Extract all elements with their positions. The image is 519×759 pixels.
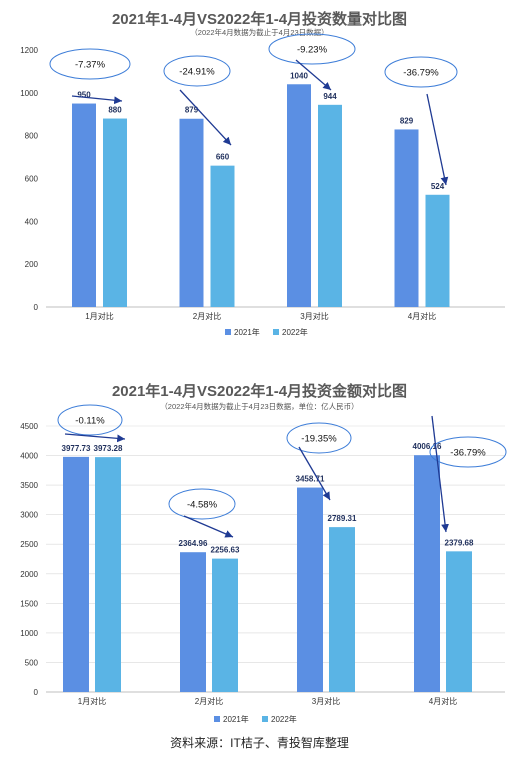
x-category-label: 1月对比 <box>85 311 113 321</box>
legend-label: 2021年 <box>223 714 249 724</box>
change-ellipse <box>429 436 507 468</box>
change-ellipse <box>268 33 356 65</box>
change-percent-label: -19.35% <box>301 434 337 445</box>
bar-2022年 <box>95 457 121 692</box>
data-label: 660 <box>216 153 230 162</box>
change-percent-label: -9.23% <box>297 45 328 56</box>
bar-2021年 <box>72 103 96 308</box>
data-label: 2256.63 <box>211 546 240 555</box>
trend-arrow <box>295 59 332 91</box>
legend-label: 2022年 <box>282 327 308 337</box>
trend-arrow <box>298 446 331 501</box>
data-label: 2364.96 <box>179 539 208 548</box>
bar-2022年 <box>446 551 472 692</box>
data-label: 3973.28 <box>94 444 123 453</box>
y-tick-label: 1200 <box>20 46 38 55</box>
y-tick-label: 2000 <box>20 570 38 579</box>
bar-2021年 <box>63 456 89 692</box>
change-ellipse <box>57 404 123 436</box>
x-category-label: 2月对比 <box>193 311 221 321</box>
data-label: 524 <box>431 182 445 191</box>
y-tick-label: 3500 <box>20 481 38 490</box>
bar-2022年 <box>425 194 450 307</box>
data-label: 879 <box>185 106 199 115</box>
change-percent-label: -36.79% <box>403 68 439 79</box>
source-note: 资料来源：IT桔子、青投智库整理 <box>170 736 349 750</box>
change-ellipse <box>384 56 458 88</box>
investment-count-chart: 2021年1-4月VS2022年1-4月投资数量对比图 （2022年4月数据为截… <box>0 0 519 350</box>
data-label: 1040 <box>290 71 308 80</box>
y-tick-label: 500 <box>25 658 39 667</box>
bar-2022年 <box>103 118 127 308</box>
trend-arrow <box>71 95 123 105</box>
data-label: 944 <box>323 92 337 101</box>
legend-swatch <box>262 716 268 722</box>
y-tick-label: 4000 <box>20 452 38 461</box>
x-category-label: 1月对比 <box>78 696 106 706</box>
count-chart-plot: 0 200 400 600 800 1000 1200 950 880 1月对比 -7.37% 879… <box>20 33 505 337</box>
bar-2021年 <box>287 84 311 308</box>
x-category-label: 4月对比 <box>429 696 457 706</box>
legend-swatch <box>273 329 279 335</box>
x-category-label: 3月对比 <box>312 696 340 706</box>
y-tick-label: 200 <box>25 260 39 269</box>
trend-arrow <box>426 93 449 186</box>
data-label: 4006.16 <box>413 442 442 451</box>
y-tick-label: 1500 <box>20 599 38 608</box>
bar-2022年 <box>318 104 342 308</box>
legend-label: 2021年 <box>234 327 260 337</box>
bar-2021年 <box>394 129 419 307</box>
bar-2022年 <box>210 165 235 307</box>
legend-swatch <box>214 716 220 722</box>
change-ellipse <box>49 48 131 80</box>
data-label: 950 <box>77 91 91 100</box>
y-tick-label: 1000 <box>20 629 38 638</box>
x-category-label: 2月对比 <box>195 696 223 706</box>
y-tick-label: 0 <box>34 688 39 697</box>
data-label: 2379.68 <box>445 538 474 547</box>
trend-arrow <box>64 433 126 443</box>
data-label: 3977.73 <box>62 444 91 453</box>
data-label: 829 <box>400 116 414 125</box>
x-category-label: 4月对比 <box>408 311 436 321</box>
change-ellipse <box>168 488 236 520</box>
y-tick-label: 600 <box>25 175 39 184</box>
x-category-label: 3月对比 <box>300 311 328 321</box>
trend-arrow <box>179 89 232 146</box>
chart-subtitle: （2022年4月数据为截止于4月23日数据，单位：亿人民币） <box>160 402 359 411</box>
change-percent-label: -7.37% <box>75 60 106 71</box>
y-tick-label: 800 <box>25 132 39 141</box>
legend-label: 2022年 <box>271 714 297 724</box>
bar-2021年 <box>414 455 440 692</box>
amount-chart-plot: 0 500 1000 1500 2000 2500 3000 3500 4000 4500 3977… <box>20 404 507 724</box>
bar-2022年 <box>329 527 355 692</box>
chart-title: 2021年1-4月VS2022年1-4月投资数量对比图 <box>111 11 408 28</box>
chart-title: 2021年1-4月VS2022年1-4月投资金额对比图 <box>111 383 408 400</box>
data-label: 2789.31 <box>328 514 357 523</box>
y-tick-label: 1000 <box>20 89 38 98</box>
y-tick-label: 2500 <box>20 540 38 549</box>
bar-2021年 <box>297 487 323 692</box>
bar-2021年 <box>179 118 204 307</box>
change-percent-label: -0.11% <box>75 416 105 427</box>
y-tick-label: 0 <box>34 303 39 312</box>
y-tick-label: 4500 <box>20 422 38 431</box>
change-percent-label: -4.58% <box>187 500 218 511</box>
change-ellipse <box>163 55 231 87</box>
bar-2022年 <box>212 558 238 692</box>
legend-swatch <box>225 329 231 335</box>
change-percent-label: -24.91% <box>179 67 215 78</box>
trend-arrow <box>183 515 234 538</box>
chart-subtitle: （2022年4月数据为截止于4月23日数据） <box>190 28 329 37</box>
bar-2021年 <box>180 552 206 692</box>
trend-arrow <box>431 415 449 533</box>
y-tick-label: 3000 <box>20 511 38 520</box>
data-label: 3458.71 <box>296 475 325 484</box>
investment-amount-chart: 2021年1-4月VS2022年1-4月投资金额对比图 （2022年4月数据为截… <box>0 372 519 727</box>
y-tick-label: 400 <box>25 217 39 226</box>
change-percent-label: -36.79% <box>450 448 486 459</box>
data-label: 880 <box>108 106 122 115</box>
change-ellipse <box>286 422 352 454</box>
